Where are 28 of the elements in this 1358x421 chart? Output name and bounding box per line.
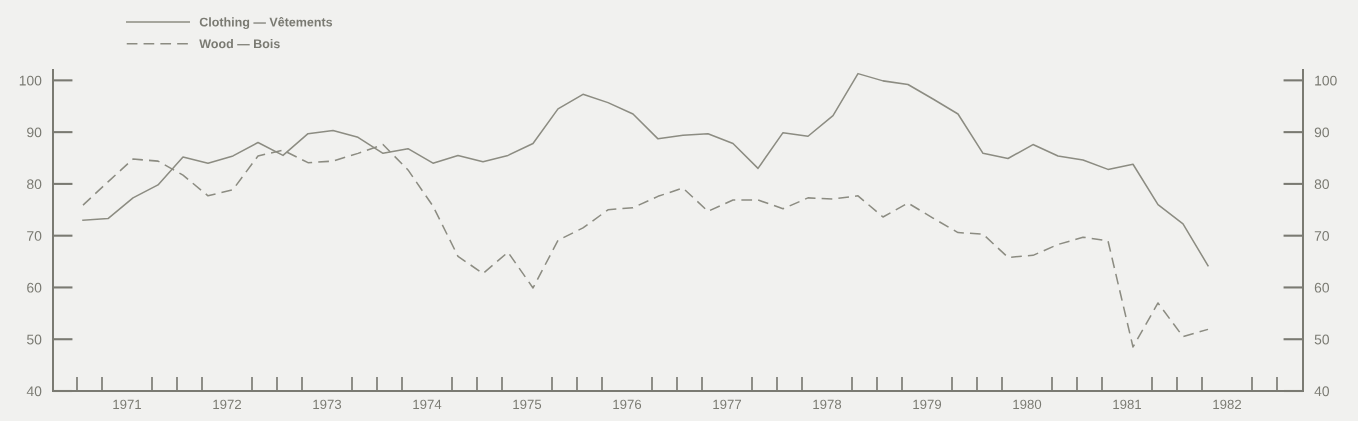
x-tick-label: 1972	[213, 399, 242, 410]
x-tick-label: 1975	[513, 399, 542, 410]
y2-tick-label: 50	[1314, 334, 1330, 345]
x-tick-label: 1978	[813, 399, 842, 410]
x-tick-label: 1981	[1113, 399, 1142, 410]
x-tick-label: 1973	[313, 399, 342, 410]
x-tick-label: 1977	[713, 399, 742, 410]
y-tick-label: 90	[27, 127, 42, 138]
y2-tick-label: 70	[1314, 231, 1330, 241]
x-tick-label: 1974	[413, 399, 442, 410]
y2-tick-label: 80	[1314, 179, 1330, 190]
y-tick-label: 50	[27, 334, 42, 345]
legend-label: Wood — Bois	[199, 39, 280, 49]
x-tick-label: 1979	[913, 399, 942, 410]
y2-tick-label: 90	[1314, 127, 1330, 138]
y-tick-label: 80	[27, 179, 42, 190]
x-tick-label: 1980	[1013, 399, 1042, 410]
y-tick-label: 40	[26, 386, 42, 397]
x-tick-label: 1982	[1213, 399, 1242, 410]
legend-label: Clothing — Vêtements	[199, 17, 333, 30]
y2-tick-label: 100	[1315, 75, 1337, 86]
x-tick-label: 1971	[113, 399, 142, 410]
y-tick-label: 100	[19, 75, 42, 86]
y2-tick-label: 60	[1314, 282, 1330, 293]
x-tick-label: 1976	[613, 399, 642, 410]
y-tick-label: 60	[27, 282, 42, 293]
y-tick-label: 70	[27, 231, 42, 241]
y2-tick-label: 40	[1314, 386, 1330, 397]
